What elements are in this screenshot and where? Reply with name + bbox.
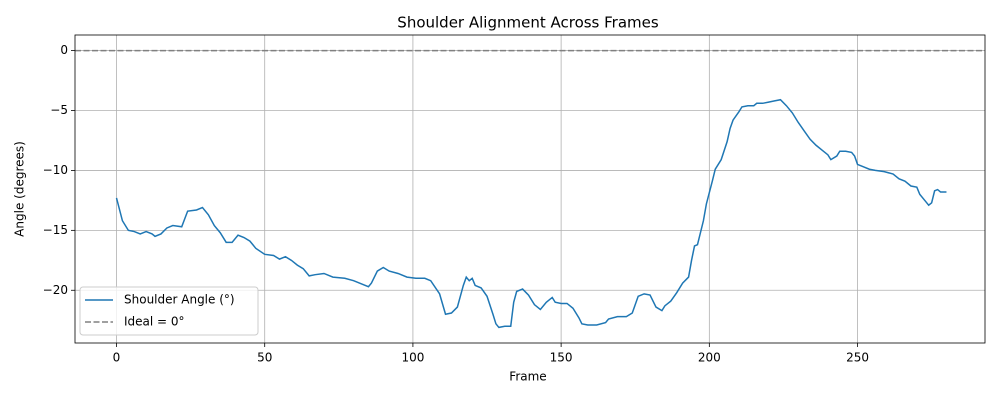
x-axis-label: Frame: [509, 370, 546, 384]
chart-title: Shoulder Alignment Across Frames: [397, 14, 659, 32]
legend-label: Shoulder Angle (°): [124, 293, 235, 307]
x-tick-label: 200: [698, 351, 721, 365]
legend-box: [79, 286, 259, 336]
x-tick-label: 0: [113, 351, 121, 365]
y-axis-label: Angle (degrees): [13, 141, 27, 237]
y-tick-label: −10: [43, 163, 68, 177]
x-tick-label: 250: [846, 351, 869, 365]
y-tick-label: −20: [43, 283, 68, 297]
plot-frame: [74, 34, 986, 344]
legend: Shoulder Angle (°) Ideal = 0°: [79, 286, 259, 336]
x-tick-label: 100: [401, 351, 424, 365]
x-tick-label: 50: [257, 351, 272, 365]
y-tick-label: −5: [50, 103, 68, 117]
legend-label: Ideal = 0°: [124, 315, 185, 329]
data-line: [115, 98, 947, 329]
y-tick-label: −15: [43, 223, 68, 237]
x-tick-label: 150: [550, 351, 573, 365]
y-tick-label: 0: [60, 43, 68, 57]
